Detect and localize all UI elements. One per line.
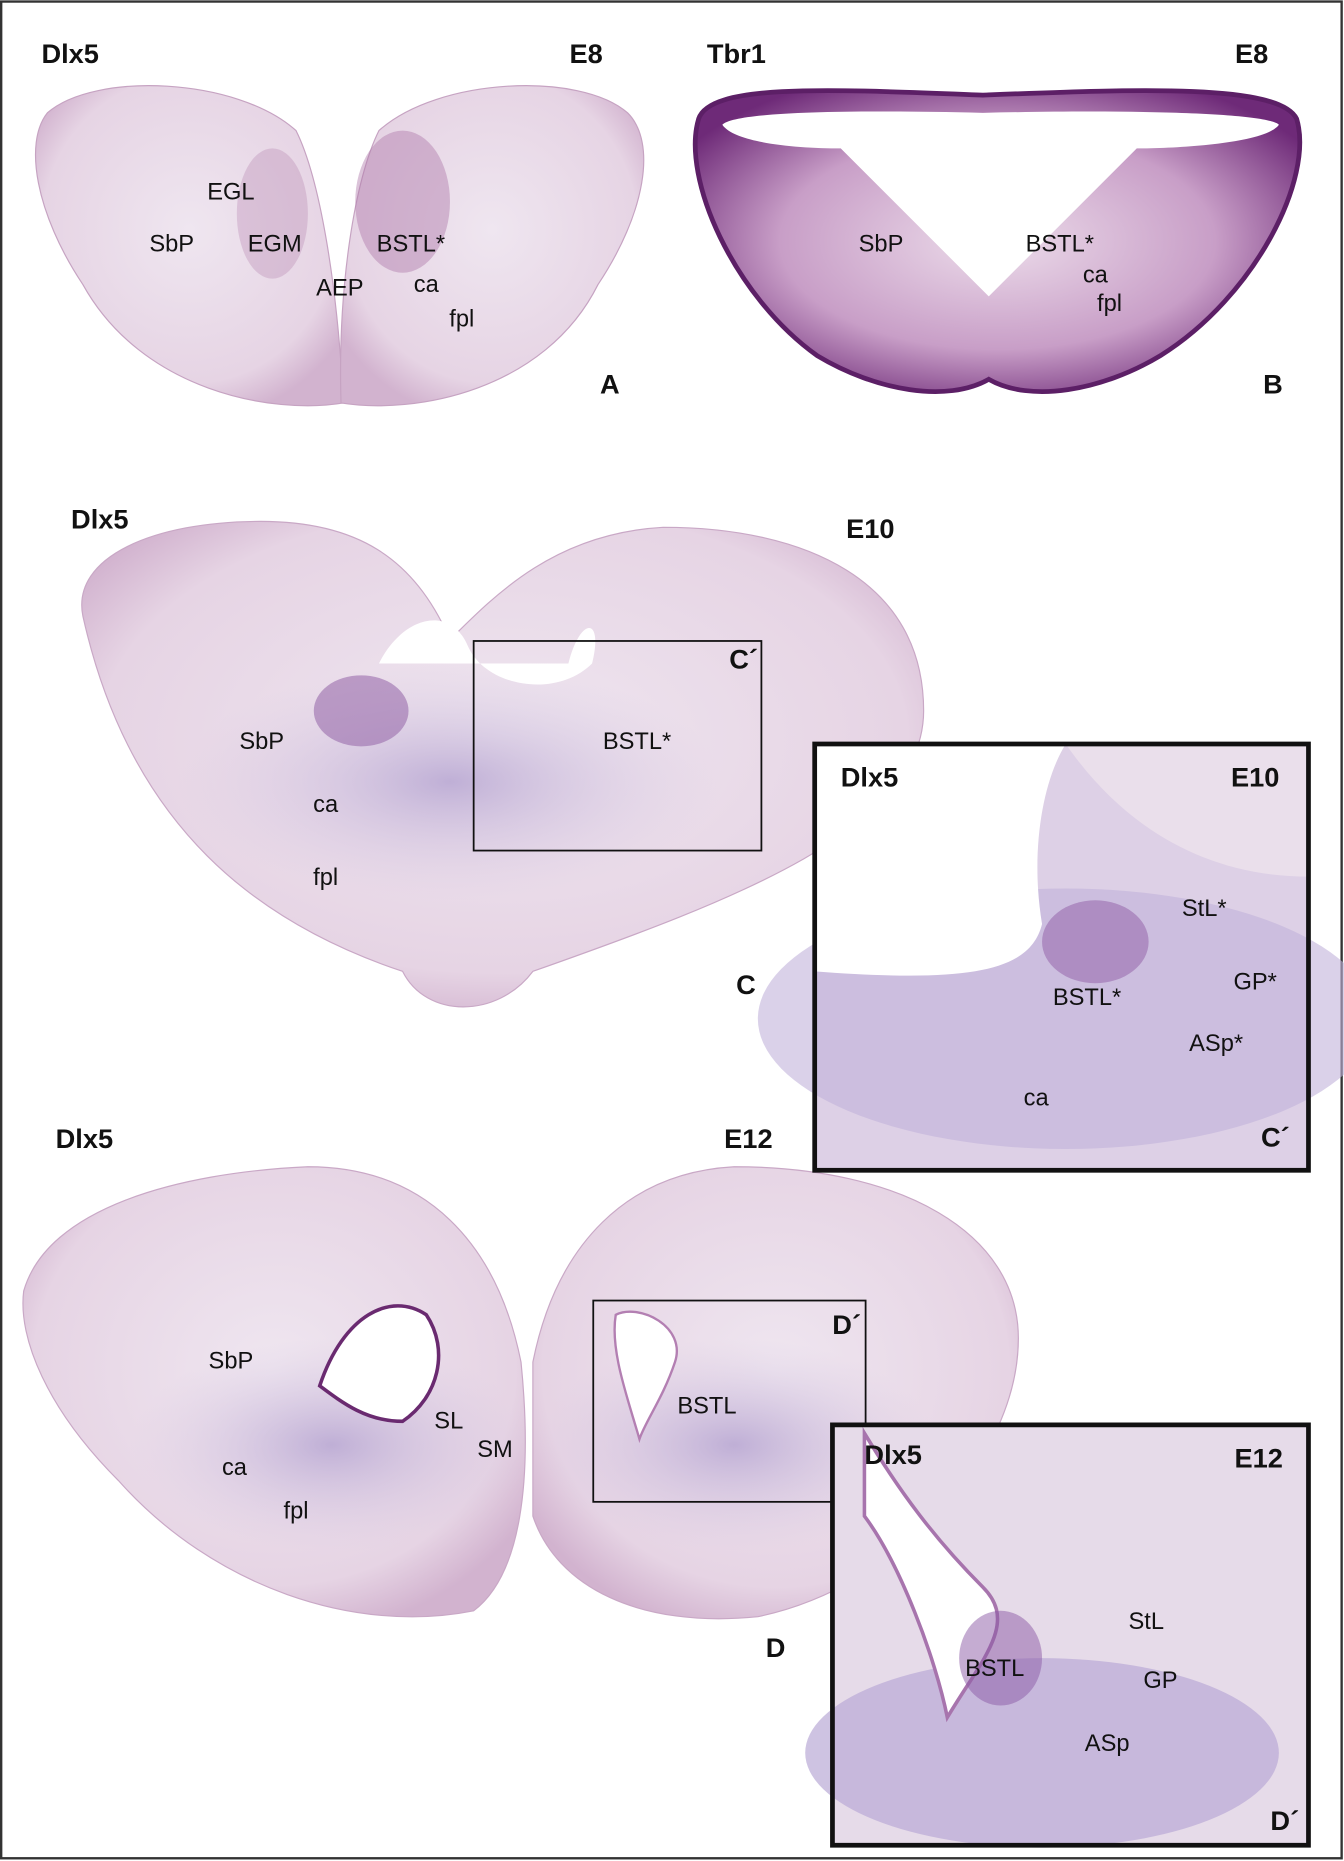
stain-label: Dlx5 [841, 762, 899, 793]
inset-d-prime [805, 1425, 1308, 1848]
panel-letter: D´ [1270, 1805, 1299, 1836]
stain-label: Tbr1 [707, 38, 766, 69]
inset-box-label: D´ [832, 1309, 861, 1340]
region-label: ca [1083, 263, 1109, 289]
region-label: SbP [209, 1348, 254, 1374]
region-label: AEP [316, 276, 363, 302]
region-label: ca [222, 1455, 248, 1481]
region-label: BSTL* [377, 232, 445, 258]
stain-label: Dlx5 [71, 504, 129, 535]
figure: Dlx5E8AEGLSbPEGMBSTL*AEPcafplTbr1E8BSbPB… [0, 0, 1344, 1861]
region-label: GP [1143, 1668, 1177, 1694]
region-label: ca [1024, 1085, 1050, 1111]
region-label: StL [1128, 1609, 1164, 1635]
region-label: GP* [1233, 969, 1276, 995]
panel-letter: D [766, 1632, 786, 1663]
age-label: E8 [1235, 38, 1268, 69]
panel-letter: B [1263, 369, 1283, 400]
region-label: SL [434, 1409, 463, 1435]
region-label: fpl [284, 1499, 309, 1525]
region-label: BSTL* [1026, 232, 1094, 258]
region-label: BSTL* [1053, 985, 1121, 1011]
region-label: SM [477, 1437, 513, 1463]
stain-label: Dlx5 [56, 1123, 114, 1154]
age-label: E8 [570, 38, 603, 69]
region-label: SbP [239, 729, 284, 755]
region-label: StL* [1182, 896, 1227, 922]
inset-box-label: C´ [729, 643, 758, 674]
panel-letter: C´ [1261, 1122, 1290, 1153]
stain-label: Dlx5 [41, 38, 99, 69]
inset-c-prime [758, 744, 1344, 1170]
region-label: ca [313, 792, 339, 818]
region-label: BSTL [965, 1656, 1024, 1682]
region-label: ASp* [1189, 1031, 1243, 1057]
age-label: E12 [1235, 1443, 1283, 1474]
region-label: BSTL [677, 1393, 736, 1419]
panel-letter: C [736, 969, 756, 1000]
region-label: SbP [149, 232, 194, 258]
age-label: E12 [724, 1123, 772, 1154]
panel-letter: A [600, 369, 620, 400]
region-label: EGM [248, 232, 302, 258]
age-label: E10 [846, 513, 894, 544]
stain-label: Dlx5 [864, 1439, 922, 1470]
region-label: fpl [449, 306, 474, 332]
region-label: fpl [1097, 291, 1122, 317]
region-label: fpl [313, 865, 338, 891]
age-label: E10 [1231, 762, 1279, 793]
region-label: EGL [207, 180, 254, 206]
region-label: BSTL* [603, 729, 671, 755]
region-label: ASp [1085, 1731, 1130, 1757]
region-label: ca [414, 272, 440, 298]
region-label: SbP [859, 232, 904, 258]
